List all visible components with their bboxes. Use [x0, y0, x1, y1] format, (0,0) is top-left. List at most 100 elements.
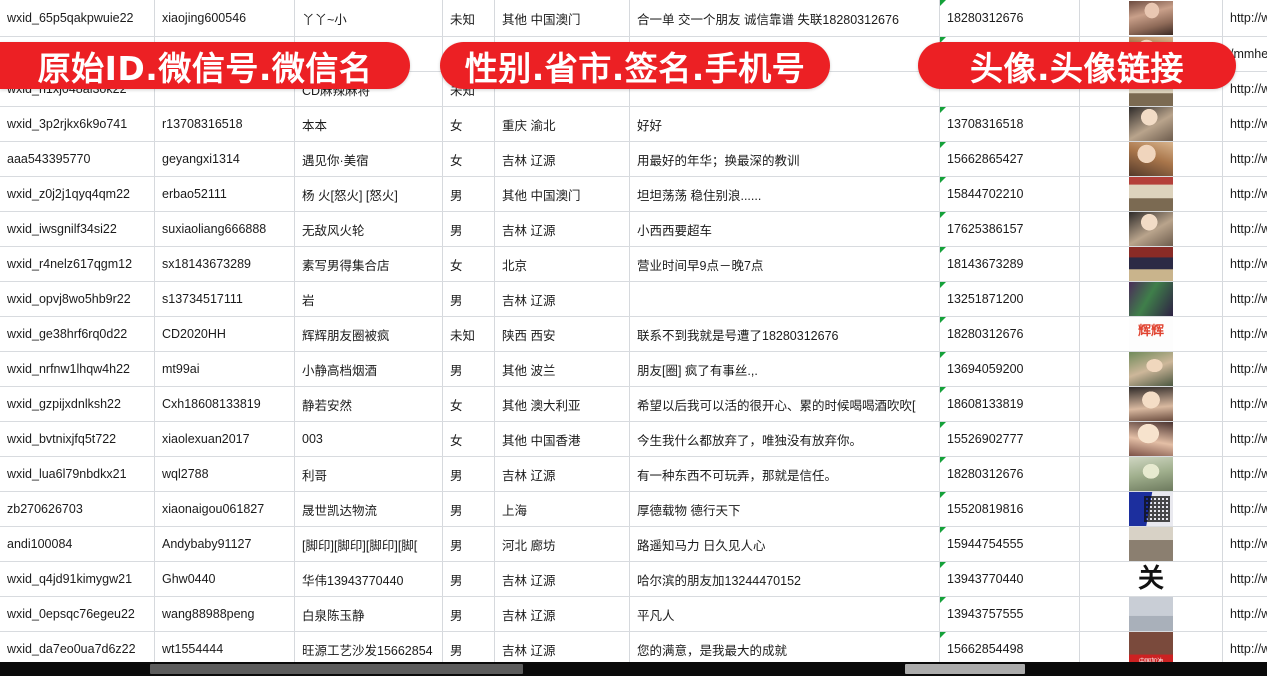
table-row[interactable]: aaa543395770 geyangxi1314 遇见你·美宿 女 吉林 辽源 用最好的… — [0, 141, 1267, 177]
cell-gender[interactable]: 男 — [442, 456, 495, 492]
cell-nickname[interactable]: 本本 — [294, 106, 443, 142]
cell-nickname[interactable]: 利哥 — [294, 456, 443, 492]
cell-region[interactable]: 其他 中国澳门 — [494, 176, 630, 212]
cell-avatar-url[interactable]: http://wx.qlogo.cn/mmhead — [1222, 421, 1267, 457]
cell-nickname[interactable]: 遇见你·美宿 — [294, 141, 443, 177]
cell-gender[interactable]: 男 — [442, 281, 495, 317]
cell-wxid[interactable]: wxid_r4nelz617qgm12 — [0, 246, 155, 282]
cell-alias[interactable]: Andybaby91127 — [154, 526, 295, 562]
cell-signature[interactable]: 您的满意，是我最大的成就 — [629, 631, 940, 667]
cell-region[interactable]: 上海 — [494, 491, 630, 527]
cell-wxid[interactable]: wxid_bvtnixjfq5t722 — [0, 421, 155, 457]
cell-avatar[interactable] — [1079, 561, 1223, 597]
cell-region[interactable]: 河北 廊坊 — [494, 526, 630, 562]
cell-avatar[interactable] — [1079, 526, 1223, 562]
cell-avatar-url[interactable]: http://wx.qlogo.cn/mmhead — [1222, 71, 1267, 107]
cell-wxid[interactable]: wxid_da7eo0ua7d6z22 — [0, 631, 155, 667]
cell-avatar[interactable] — [1079, 281, 1223, 317]
cell-nickname[interactable]: 岩 — [294, 281, 443, 317]
cell-alias[interactable]: suxiaoliang666888 — [154, 211, 295, 247]
cell-avatar-url[interactable]: http://wx.qlogo.cn/mmhead — [1222, 281, 1267, 317]
cell-nickname[interactable]: [脚印][脚印][脚印][脚[ — [294, 526, 443, 562]
table-row[interactable]: wxid_nrfnw1lhqw4h22 mt99ai 小静高档烟酒 男 其他 波兰 朋友[… — [0, 351, 1267, 387]
cell-wxid[interactable]: aaa543395770 — [0, 141, 155, 177]
cell-signature[interactable]: 路遥知马力 日久见人心 — [629, 526, 940, 562]
cell-gender[interactable]: 男 — [442, 351, 495, 387]
cell-avatar-url[interactable]: http://wx.qlogo.cn/mmhead — [1222, 106, 1267, 142]
cell-alias[interactable]: erbao52111 — [154, 176, 295, 212]
cell-gender[interactable]: 男 — [442, 526, 495, 562]
cell-avatar[interactable] — [1079, 421, 1223, 457]
cell-phone[interactable]: 13708316518 — [939, 106, 1080, 142]
cell-nickname[interactable]: 杨 火[怒火] [怒火] — [294, 176, 443, 212]
cell-alias[interactable]: r13708316518 — [154, 106, 295, 142]
cell-region[interactable]: 吉林 辽源 — [494, 456, 630, 492]
cell-phone[interactable]: 15520819816 — [939, 491, 1080, 527]
cell-phone[interactable]: 17625386157 — [939, 211, 1080, 247]
cell-nickname[interactable]: 晟世凯达物流 — [294, 491, 443, 527]
cell-avatar-url[interactable]: http://wx.qlogo.cn/mmhead — [1222, 211, 1267, 247]
cell-avatar-url[interactable]: http://wx.qlogo.cn/mmhead — [1222, 456, 1267, 492]
table-row[interactable]: wxid_65p5qakpwuie22 xiaojing600546 丫丫~小 未知 其… — [0, 0, 1267, 37]
cell-region[interactable]: 其他 中国澳门 — [494, 0, 630, 37]
cell-wxid[interactable]: wxid_ge38hrf6rq0d22 — [0, 316, 155, 352]
cell-wxid[interactable]: wxid_iwsgnilf34si22 — [0, 211, 155, 247]
cell-phone[interactable]: 15526902777 — [939, 421, 1080, 457]
cell-nickname[interactable]: 静若安然 — [294, 386, 443, 422]
cell-signature[interactable]: 营业时间早9点－晚7点 — [629, 246, 940, 282]
cell-phone[interactable]: 13251871200 — [939, 281, 1080, 317]
cell-alias[interactable]: xiaonaigou061827 — [154, 491, 295, 527]
cell-wxid[interactable]: wxid_lua6l79nbdkx21 — [0, 456, 155, 492]
cell-gender[interactable]: 女 — [442, 141, 495, 177]
cell-alias[interactable]: geyangxi1314 — [154, 141, 295, 177]
cell-alias[interactable]: wql2788 — [154, 456, 295, 492]
cell-alias[interactable]: xiaolexuan2017 — [154, 421, 295, 457]
cell-gender[interactable]: 男 — [442, 176, 495, 212]
cell-wxid[interactable]: wxid_65p5qakpwuie22 — [0, 0, 155, 37]
cell-avatar-url[interactable]: /mmhead — [1222, 36, 1267, 72]
cell-gender[interactable]: 男 — [442, 561, 495, 597]
table-row[interactable]: wxid_3p2rjkx6k9o741 r13708316518 本本 女 重庆 渝北 好… — [0, 106, 1267, 142]
cell-gender[interactable]: 男 — [442, 491, 495, 527]
cell-region[interactable]: 吉林 辽源 — [494, 596, 630, 632]
cell-wxid[interactable]: wxid_opvj8wo5hb9r22 — [0, 281, 155, 317]
cell-alias[interactable]: Cxh18608133819 — [154, 386, 295, 422]
cell-region[interactable]: 其他 波兰 — [494, 351, 630, 387]
cell-avatar-url[interactable]: http://wx.qlogo.cn/mmhead — [1222, 491, 1267, 527]
cell-gender[interactable]: 男 — [442, 211, 495, 247]
cell-nickname[interactable]: 白泉陈玉静 — [294, 596, 443, 632]
cell-nickname[interactable]: CD麻辣麻将 — [294, 71, 443, 107]
table-row[interactable]: wxid_opvj8wo5hb9r22 s13734517111 岩 男 吉林 辽源 13… — [0, 281, 1267, 317]
table-row[interactable]: wxid_ge38hrf6rq0d22 CD2020HH 辉辉朋友圈被疯 未知 陕西 西… — [0, 316, 1267, 352]
cell-gender[interactable]: 女 — [442, 246, 495, 282]
cell-phone[interactable]: 13943757555 — [939, 596, 1080, 632]
cell-wxid[interactable]: wxid_nrfnw1lhqw4h22 — [0, 351, 155, 387]
cell-avatar-url[interactable]: http://wx.qlogo.cn/mmhead — [1222, 351, 1267, 387]
cell-signature[interactable]: 小西西要超车 — [629, 211, 940, 247]
cell-alias[interactable]: xiaojing600546 — [154, 0, 295, 37]
table-row[interactable]: andi100084 Andybaby91127 [脚印][脚印][脚印][脚[男 河… — [0, 526, 1267, 562]
cell-nickname[interactable]: 003 — [294, 421, 443, 457]
cell-avatar-url[interactable]: http://wx.qlogo.cn/mmhead — [1222, 316, 1267, 352]
cell-region[interactable]: 吉林 辽源 — [494, 281, 630, 317]
cell-alias[interactable]: CD2020HH — [154, 316, 295, 352]
cell-alias[interactable]: s13734517111 — [154, 281, 295, 317]
cell-signature[interactable]: 用最好的年华；换最深的教训 — [629, 141, 940, 177]
cell-nickname[interactable]: 无敌风火轮 — [294, 211, 443, 247]
cell-avatar[interactable] — [1079, 316, 1223, 352]
cell-signature[interactable]: 联系不到我就是号遭了18280312676 — [629, 316, 940, 352]
cell-avatar-url[interactable]: http://wx.qlogo.cn/mmhead — [1222, 246, 1267, 282]
cell-phone[interactable]: 18280312676 — [939, 316, 1080, 352]
cell-phone[interactable]: 15662865427 — [939, 141, 1080, 177]
cell-wxid[interactable]: wxid_3p2rjkx6k9o741 — [0, 106, 155, 142]
table-row[interactable]: wxid_r4nelz617qgm12 sx18143673289 素写男得集合店 女… — [0, 246, 1267, 282]
cell-signature[interactable]: 有一种东西不可玩弄，那就是信任。 — [629, 456, 940, 492]
cell-gender[interactable]: 未知 — [442, 0, 495, 37]
cell-phone[interactable]: 13943770440 — [939, 561, 1080, 597]
cell-alias[interactable]: sx18143673289 — [154, 246, 295, 282]
table-row[interactable]: wxid_z0j2j1qyq4qm22 erbao52111 杨 火[怒火] [怒火… — [0, 176, 1267, 212]
cell-wxid[interactable]: zb270626703 — [0, 491, 155, 527]
table-row[interactable]: wxid_bvtnixjfq5t722 xiaolexuan2017 003 女 其他 … — [0, 421, 1267, 457]
scrollbar-thumb-secondary[interactable] — [905, 664, 1025, 674]
